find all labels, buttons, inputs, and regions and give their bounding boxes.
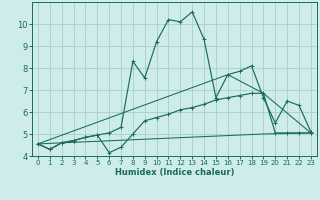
X-axis label: Humidex (Indice chaleur): Humidex (Indice chaleur) — [115, 168, 234, 177]
